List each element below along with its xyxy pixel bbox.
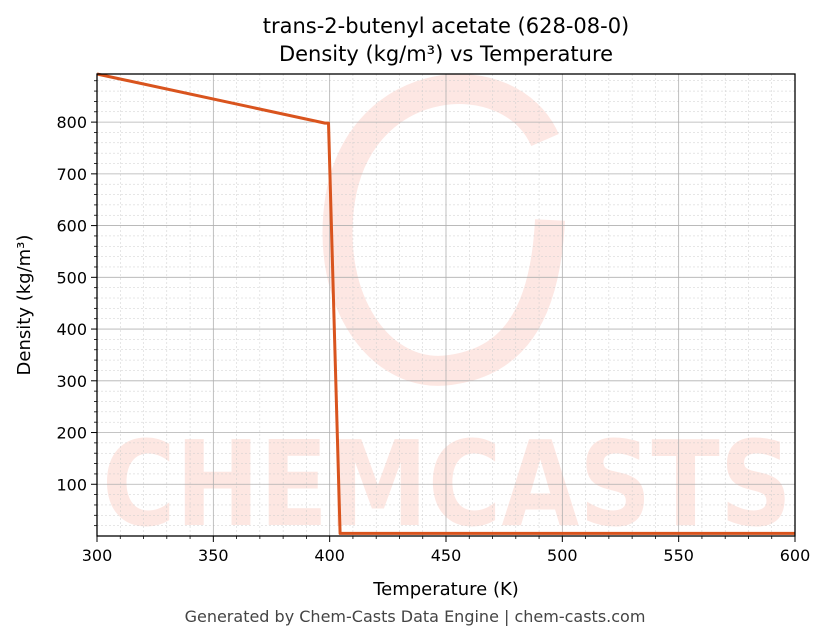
y-tick-label: 500 (56, 268, 87, 287)
axis-ticks: 300 350 400 450 500 550 600 100 200 300 400 500 600 7… (56, 80, 811, 565)
watermark-logo-arc (322, 74, 565, 386)
x-tick-label: 300 (82, 546, 113, 565)
x-tick-label: 350 (198, 546, 229, 565)
y-tick-label: 800 (56, 113, 87, 132)
y-tick-label: 700 (56, 165, 87, 184)
x-tick-label: 450 (431, 546, 462, 565)
y-tick-label: 300 (56, 372, 87, 391)
y-tick-label: 600 (56, 217, 87, 236)
chart-subtitle: Density (kg/m³) vs Temperature (279, 42, 613, 66)
chart-title: trans-2-butenyl acetate (628-08-0) (263, 14, 630, 38)
y-tick-label: 100 (56, 475, 87, 494)
x-axis-label: Temperature (K) (372, 579, 519, 600)
x-tick-label: 500 (547, 546, 578, 565)
y-tick-label: 200 (56, 424, 87, 443)
chemcasts-watermark: CHEMCASTS (102, 74, 792, 553)
density-series-line (96, 72, 795, 535)
x-tick-label: 600 (780, 546, 811, 565)
y-axis-label: Density (kg/m³) (14, 235, 35, 376)
x-tick-label: 400 (314, 546, 345, 565)
footer-credit: Generated by Chem-Casts Data Engine | ch… (184, 607, 646, 626)
x-tick-label: 550 (663, 546, 694, 565)
y-tick-label: 400 (56, 320, 87, 339)
